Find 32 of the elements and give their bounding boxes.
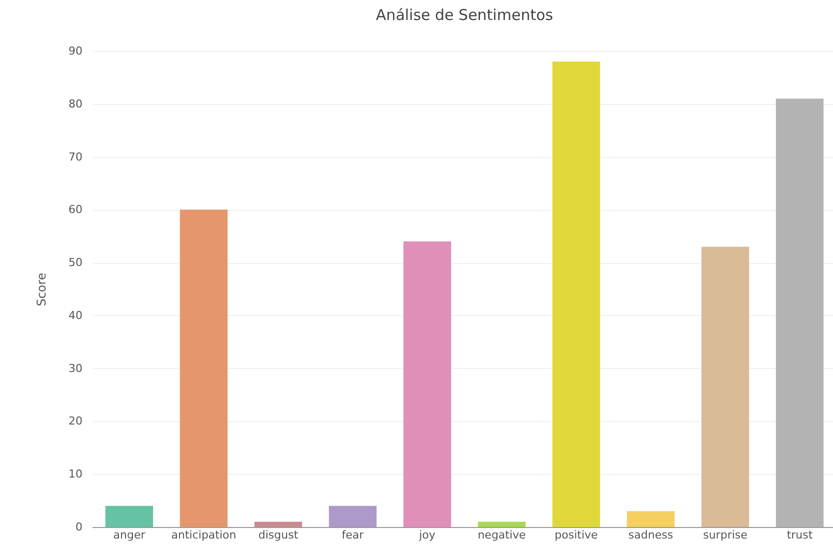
- x-tick-label: negative: [478, 528, 526, 542]
- y-tick-label: 50: [68, 256, 82, 270]
- y-tick-label: 20: [68, 414, 82, 428]
- x-tick-label: trust: [786, 528, 814, 542]
- y-tick-label: 60: [68, 203, 82, 216]
- bar: [403, 241, 452, 527]
- bar: [626, 511, 675, 527]
- x-tick-label: fear: [342, 528, 364, 542]
- bar: [478, 522, 526, 527]
- chart-title: Análise de Sentimentos: [376, 6, 554, 24]
- bar: [254, 522, 302, 527]
- y-tick-label: 40: [68, 308, 82, 322]
- y-tick-label: 0: [76, 520, 82, 534]
- x-tick-label: disgust: [258, 528, 299, 542]
- y-axis-title: Score: [34, 272, 49, 306]
- bar: [552, 62, 600, 527]
- x-tick-label: positive: [554, 528, 598, 542]
- y-tick-label: 90: [68, 44, 82, 58]
- y-tick-label: 30: [68, 362, 82, 375]
- bar: [105, 506, 154, 527]
- x-tick-label: surprise: [703, 528, 748, 542]
- x-tick-label: anger: [113, 528, 146, 542]
- bar: [328, 506, 377, 527]
- bar: [701, 246, 750, 527]
- x-tick-label: sadness: [628, 528, 674, 542]
- bar: [776, 98, 824, 527]
- y-tick-label: 70: [68, 150, 82, 164]
- x-tick-label: joy: [418, 528, 436, 542]
- x-tick-label: anticipation: [171, 528, 236, 542]
- y-tick-label: 10: [68, 468, 82, 481]
- y-tick-label: 80: [68, 97, 82, 110]
- bar: [180, 210, 228, 527]
